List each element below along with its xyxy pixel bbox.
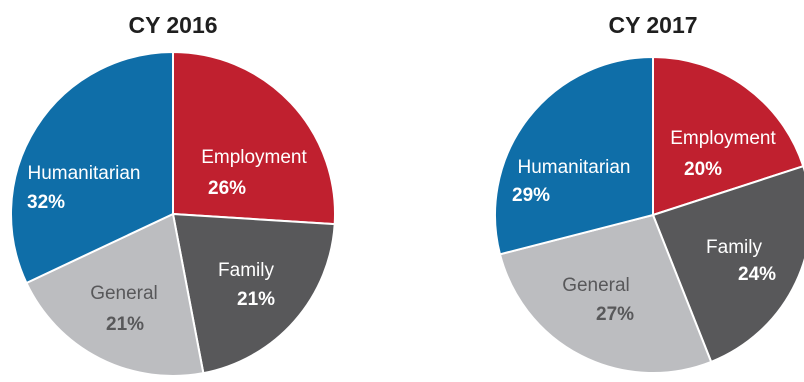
- pie-slice-family: [652, 165, 804, 363]
- slice-label-family: Family: [706, 237, 762, 258]
- slice-value-humanitarian: 29%: [512, 185, 550, 206]
- chart-title: CY 2016: [128, 12, 217, 38]
- pie-chart-cy-2017: CY 2017 Employment 20% Family 24% General 27% H…: [494, 12, 804, 374]
- slice-value-humanitarian: 32%: [27, 192, 65, 213]
- pie-slice-general: [498, 214, 713, 374]
- pie-slice-family: [172, 213, 336, 375]
- slice-label-general: General: [90, 283, 158, 304]
- slice-value-employment: 20%: [684, 159, 722, 180]
- slice-value-general: 27%: [596, 304, 634, 325]
- slice-label-general: General: [562, 275, 630, 296]
- slice-value-general: 21%: [106, 314, 144, 335]
- slice-value-family: 24%: [738, 264, 776, 285]
- slice-label-humanitarian: Humanitarian: [28, 163, 141, 184]
- pie-slice-general: [25, 213, 205, 377]
- slice-value-employment: 26%: [208, 178, 246, 199]
- slice-label-employment: Employment: [670, 128, 776, 149]
- slice-label-humanitarian: Humanitarian: [518, 157, 631, 178]
- chart-title: CY 2017: [608, 12, 697, 38]
- slice-label-employment: Employment: [201, 147, 307, 168]
- pie-slice-humanitarian: [494, 56, 654, 256]
- pie-slice-humanitarian: [10, 51, 174, 284]
- slice-label-family: Family: [218, 260, 274, 281]
- pie-slice-employment: [172, 51, 336, 226]
- pie-slice-employment: [652, 56, 804, 216]
- pie-chart-cy-2016: CY 2016 Employment 26% Family 21% General 21% H…: [10, 12, 336, 377]
- slice-value-family: 21%: [237, 289, 275, 310]
